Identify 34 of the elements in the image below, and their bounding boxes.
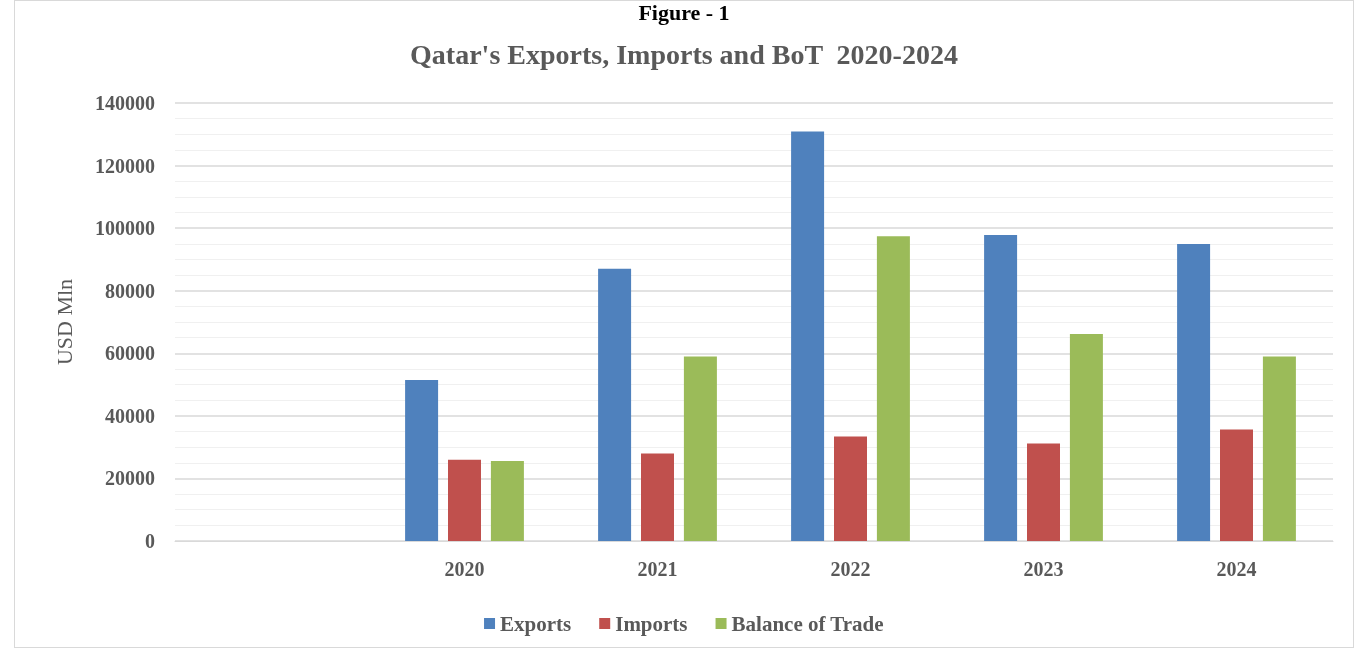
- bar: [1177, 244, 1211, 541]
- bar: [876, 236, 910, 541]
- y-tick-label: 60000: [105, 342, 155, 365]
- x-tick-label: 2022: [830, 558, 871, 580]
- y-tick-label: 120000: [95, 154, 155, 177]
- bar: [1027, 443, 1060, 541]
- bar: [1262, 356, 1296, 541]
- bar: [598, 268, 632, 541]
- bar: [405, 379, 439, 541]
- x-tick-label: 2020: [444, 558, 485, 580]
- legend-label: Exports: [500, 611, 572, 636]
- bar: [490, 460, 524, 541]
- bar: [1069, 333, 1103, 541]
- chart-title: Qatar's Exports, Imports and BoT 2020-2024: [410, 38, 958, 70]
- x-tick-label: 2021: [637, 558, 678, 580]
- bar: [984, 235, 1018, 541]
- y-tick-label: 40000: [105, 404, 155, 427]
- y-tick-label: 140000: [95, 92, 155, 114]
- legend-label: Balance of Trade: [731, 611, 884, 636]
- x-tick-label: 2023: [1023, 558, 1064, 580]
- bar: [834, 436, 867, 541]
- y-axis-title: USD Mln: [51, 278, 77, 366]
- text: Figure - 1: [638, 0, 730, 25]
- legend-label: Imports: [615, 611, 688, 636]
- bar: [791, 131, 825, 541]
- y-tick-label: 100000: [95, 217, 155, 240]
- y-tick-label: 0: [145, 530, 155, 552]
- bar: [1220, 429, 1253, 541]
- bar: [448, 459, 481, 541]
- y-tick-label: 80000: [105, 279, 155, 302]
- bar: [641, 453, 674, 541]
- bar: [683, 356, 717, 541]
- x-tick-label: 2024: [1216, 558, 1257, 580]
- y-tick-label: 20000: [105, 467, 155, 490]
